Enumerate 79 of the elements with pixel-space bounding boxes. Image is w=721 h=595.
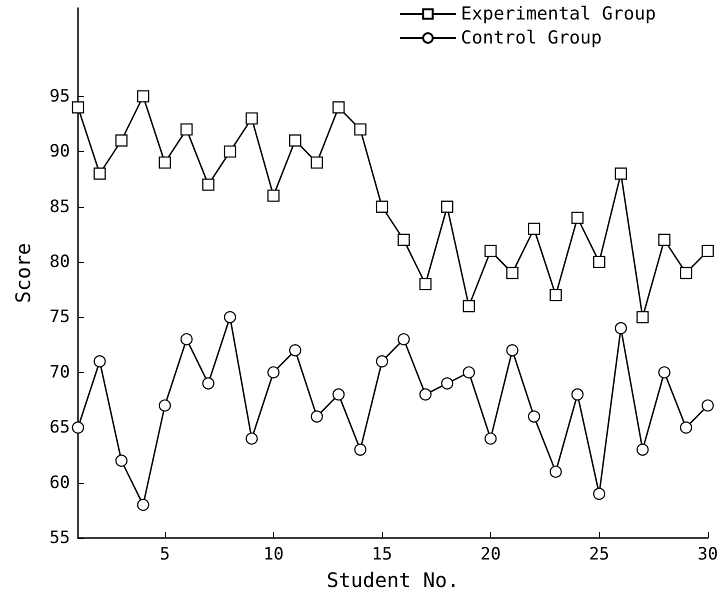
point (224, 311, 236, 324)
point (289, 344, 302, 356)
point (680, 421, 692, 434)
point (462, 300, 475, 312)
point (115, 134, 128, 147)
point (419, 388, 432, 401)
point (158, 156, 171, 169)
point (332, 388, 345, 401)
point (636, 311, 649, 324)
y-tick-label: 80 (50, 252, 70, 272)
point (658, 366, 670, 378)
point (158, 399, 171, 412)
point (658, 234, 670, 246)
point (398, 333, 410, 346)
point (571, 388, 584, 401)
point (180, 333, 193, 346)
point (680, 266, 692, 280)
point (593, 488, 606, 500)
y-tick-label: 95 (50, 86, 70, 106)
point (484, 432, 497, 445)
x-tick-label: 5 (160, 544, 170, 564)
point (94, 168, 106, 180)
point (137, 90, 150, 102)
point (137, 498, 150, 511)
point (571, 212, 584, 224)
point (267, 366, 280, 378)
point (72, 101, 84, 114)
point (506, 344, 518, 356)
point (202, 377, 214, 390)
point (332, 101, 345, 114)
point (246, 112, 258, 125)
point (224, 145, 236, 158)
x-tick-label: 20 (480, 544, 501, 564)
x-axis-title: Student No. (326, 568, 460, 592)
point (614, 168, 627, 180)
point (550, 466, 562, 478)
legend-label: Experimental Group (460, 4, 656, 24)
point (419, 278, 432, 290)
point (354, 123, 366, 136)
y-tick-label: 55 (50, 528, 70, 548)
point (289, 134, 302, 147)
point (528, 410, 540, 423)
point (614, 322, 627, 334)
point (528, 222, 540, 235)
point (310, 410, 323, 423)
x-tick-label: 10 (263, 544, 284, 564)
point (506, 266, 518, 280)
point (702, 244, 714, 258)
y-tick-label: 85 (50, 196, 70, 217)
point (484, 244, 497, 258)
point (115, 454, 128, 467)
y-tick-label: 90 (50, 142, 70, 162)
y-tick-label: 65 (50, 418, 70, 438)
point (636, 444, 649, 456)
y-axis-title: Score (11, 242, 35, 304)
point (593, 256, 606, 268)
x-tick-label: 30 (698, 544, 718, 564)
point (462, 366, 475, 378)
point (376, 355, 388, 368)
point (180, 123, 193, 136)
x-tick-label: 15 (372, 544, 392, 564)
point (702, 399, 714, 412)
legend-label: Control Group (460, 28, 602, 48)
point (441, 200, 454, 213)
point (550, 288, 562, 302)
point (267, 190, 280, 202)
point (246, 432, 258, 445)
point (398, 234, 410, 246)
point (376, 200, 388, 213)
y-tick-label: 75 (50, 307, 70, 328)
y-tick-label: 60 (50, 472, 70, 493)
point (94, 355, 106, 368)
x-tick-label: 25 (588, 544, 610, 564)
point (310, 156, 323, 169)
y-tick-label: 70 (50, 362, 70, 382)
point (202, 178, 214, 191)
point (441, 377, 454, 390)
point (72, 421, 84, 434)
point (354, 444, 366, 456)
